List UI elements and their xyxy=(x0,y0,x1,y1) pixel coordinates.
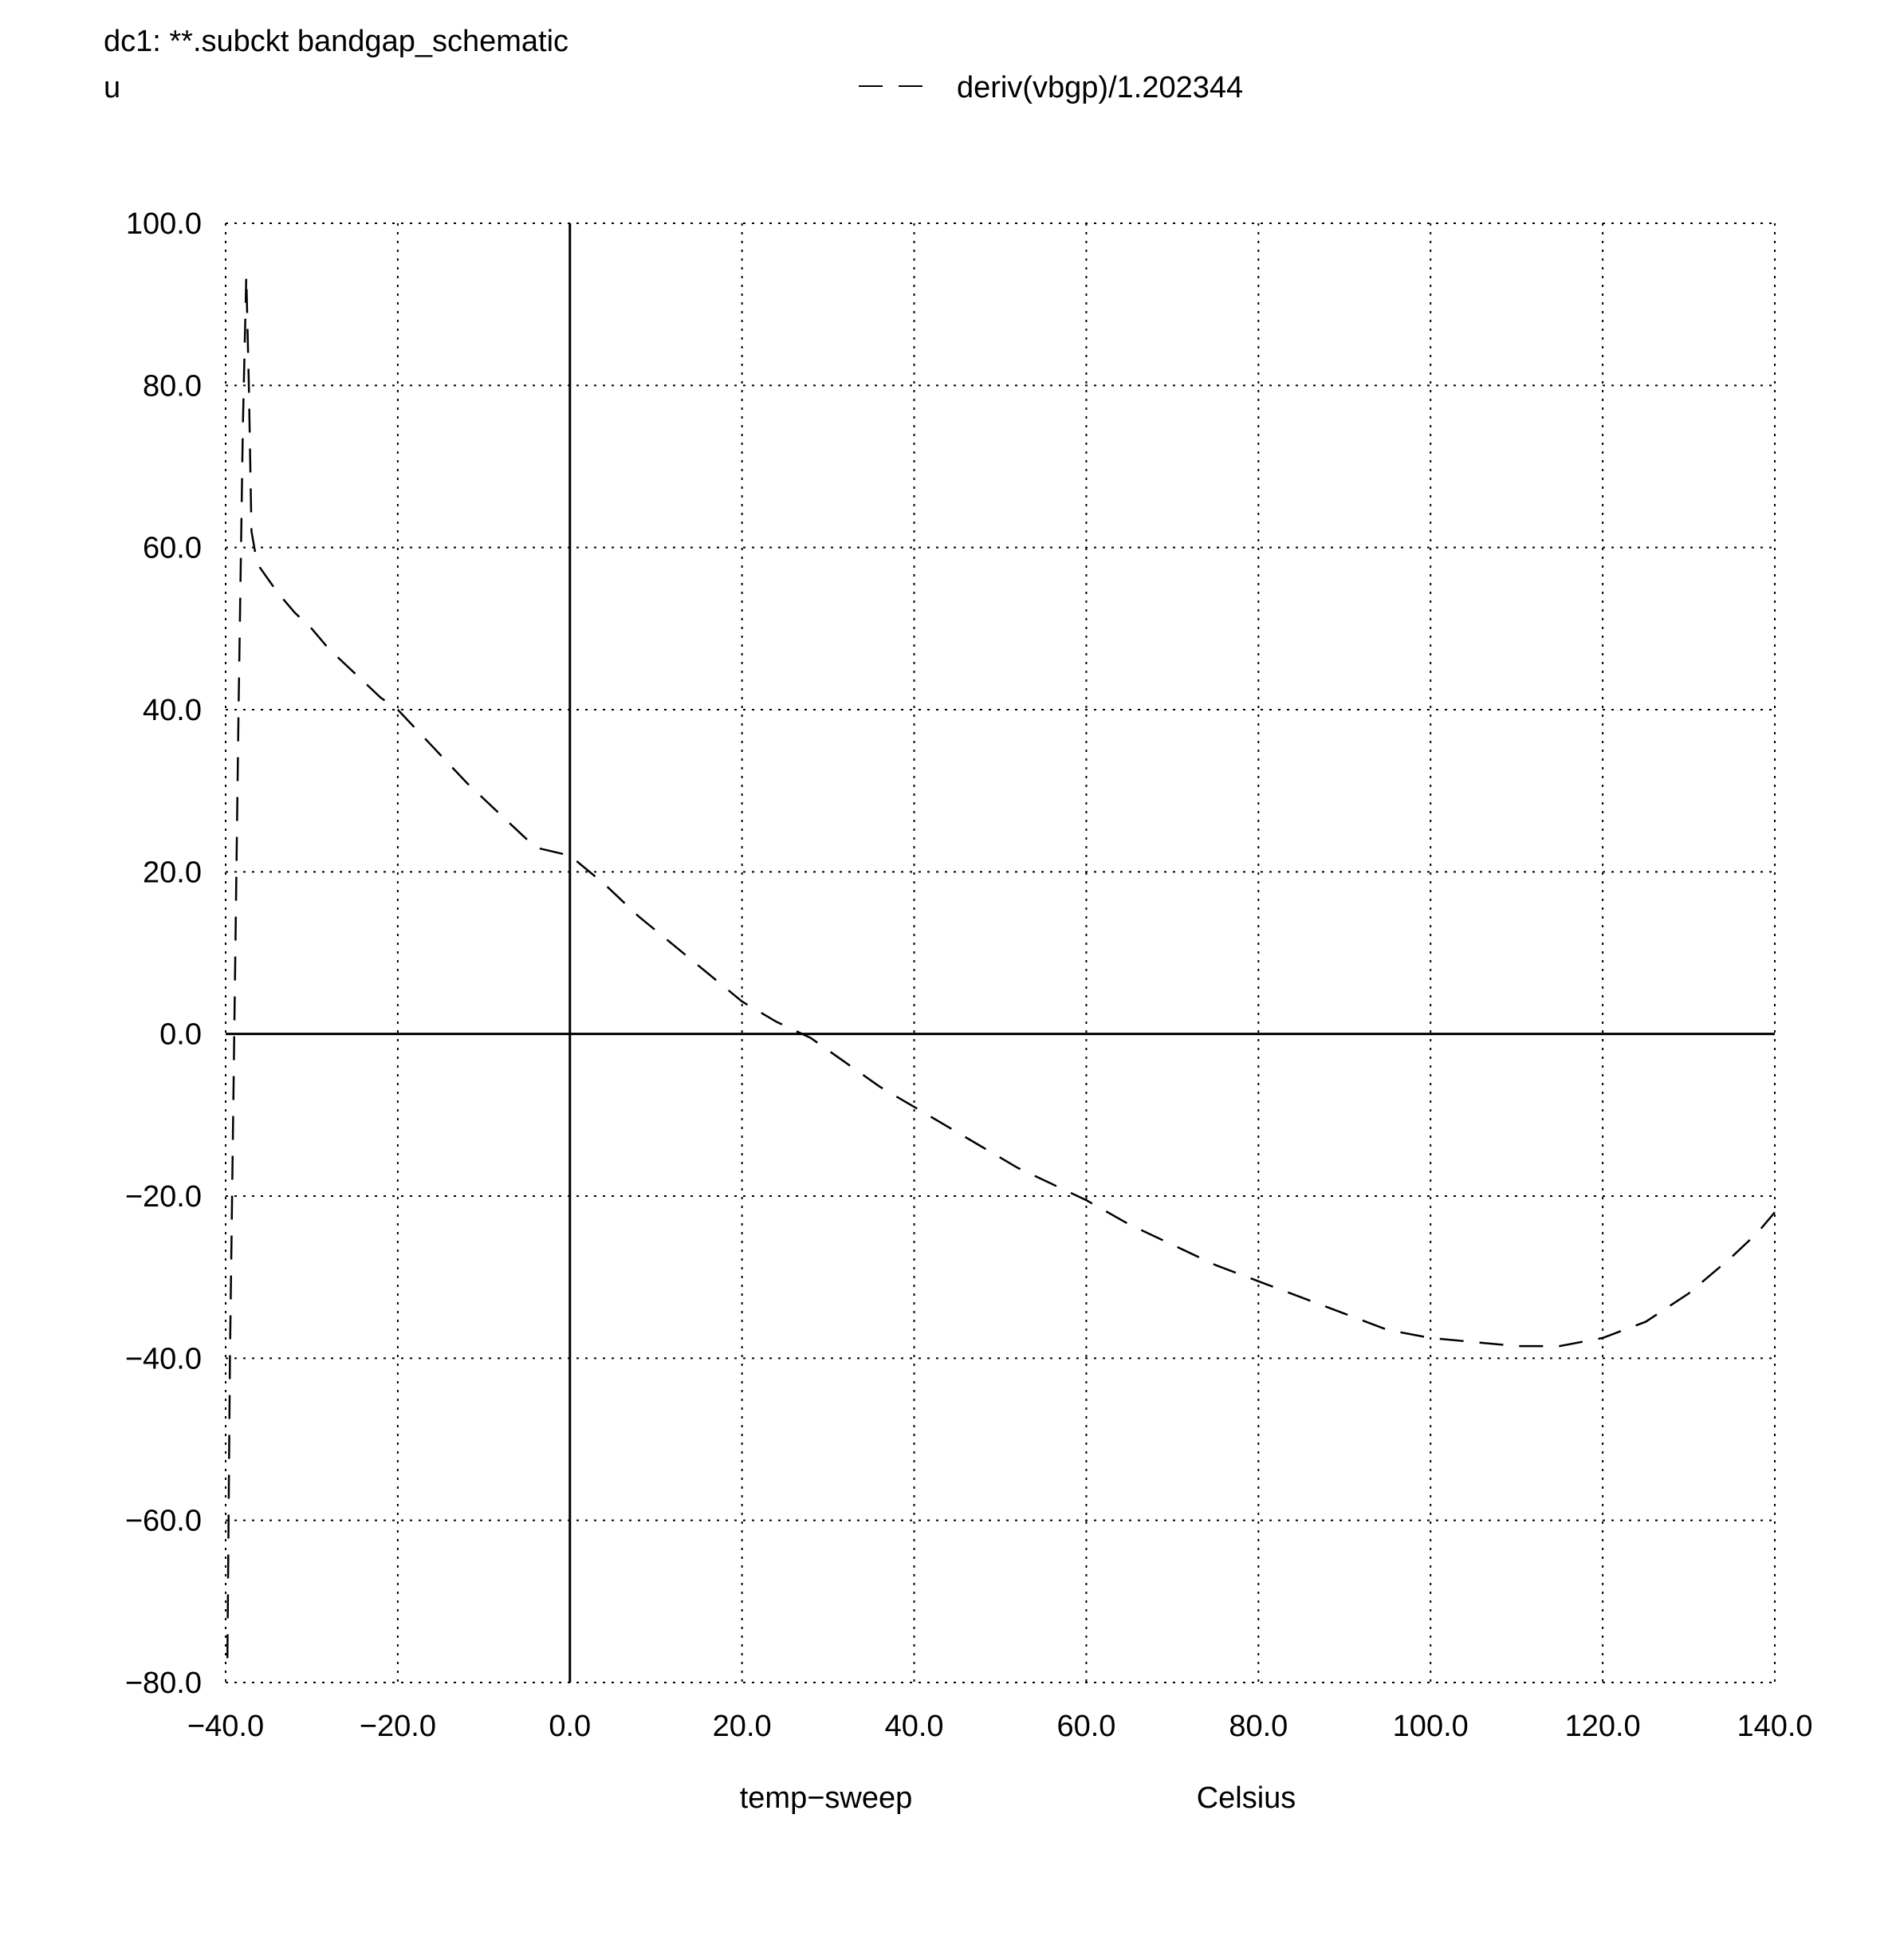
y-tick-label: 60.0 xyxy=(143,532,202,565)
x-tick-label: 40.0 xyxy=(885,1710,944,1743)
y-tick-label: −40.0 xyxy=(125,1342,202,1376)
x-tick-label: 80.0 xyxy=(1229,1710,1288,1743)
x-axis-unit: Celsius xyxy=(1197,1781,1296,1815)
series-line xyxy=(226,276,1776,1659)
x-tick-label: 20.0 xyxy=(713,1710,772,1743)
x-tick-label: 60.0 xyxy=(1056,1710,1115,1743)
legend: deriv(vbgp)/1.202344 xyxy=(859,71,1243,104)
zero-axes xyxy=(226,223,1775,1683)
y-tick-label: 20.0 xyxy=(143,856,202,889)
x-axis-label: temp−sweep xyxy=(740,1781,913,1815)
y-tick-label: 100.0 xyxy=(126,207,202,241)
y-tick-label: −60.0 xyxy=(125,1505,202,1538)
legend-label: deriv(vbgp)/1.202344 xyxy=(957,71,1243,104)
y-tick-label: 80.0 xyxy=(143,369,202,403)
chart-title: dc1: **.subckt bandgap_schematic xyxy=(104,25,568,58)
y-tick-label: −80.0 xyxy=(125,1667,202,1700)
x-tick-label: 120.0 xyxy=(1565,1710,1641,1743)
y-unit-label: u xyxy=(104,71,120,104)
x-tick-label: −40.0 xyxy=(187,1710,264,1743)
x-tick-label: 140.0 xyxy=(1737,1710,1812,1743)
y-tick-label: 40.0 xyxy=(143,694,202,727)
x-tick-label: −20.0 xyxy=(360,1710,436,1743)
x-tick-label: 0.0 xyxy=(549,1710,591,1743)
y-tick-label: −20.0 xyxy=(125,1180,202,1214)
y-tick-labels: 100.0 80.0 60.0 40.0 20.0 0.0 −20.0 −40.0 −60.0 −… xyxy=(125,207,202,1700)
x-tick-labels: −40.0 −20.0 0.0 20.0 40.0 60.0 80.0 100.0 120.0 1… xyxy=(187,1710,1813,1743)
series-group xyxy=(226,276,1776,1659)
y-tick-label: 0.0 xyxy=(159,1018,202,1052)
x-tick-label: 100.0 xyxy=(1393,1710,1469,1743)
